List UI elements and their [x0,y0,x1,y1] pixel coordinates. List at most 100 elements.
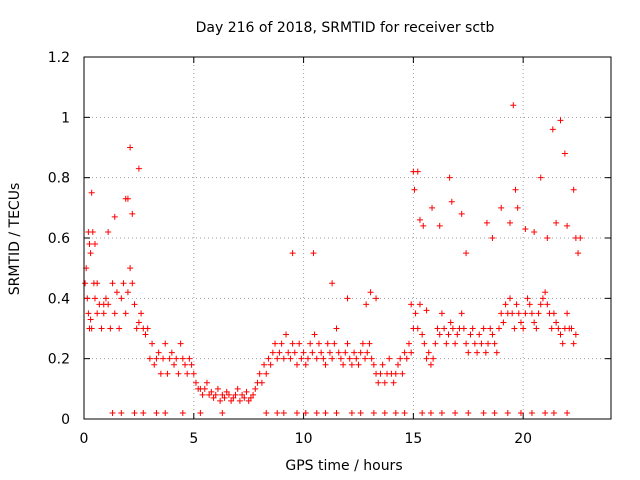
grid-lines [84,57,611,419]
data-point [401,349,408,356]
data-point [91,295,98,302]
data-point [118,295,125,302]
data-point [82,280,89,287]
data-point [411,186,418,193]
data-point [87,316,94,323]
data-point [162,340,169,347]
data-point [153,355,160,362]
data-point [533,325,540,332]
data-point [320,355,327,362]
data-point [522,310,529,317]
data-point [236,397,243,404]
data-point [100,301,107,308]
data-point [564,222,571,229]
data-point [445,331,452,338]
data-point [524,295,531,302]
data-point [423,355,430,362]
data-point [296,340,303,347]
data-point [127,144,134,151]
data-point [166,355,173,362]
data-point [513,301,520,308]
data-point [522,225,529,232]
data-point [392,370,399,377]
data-point [313,355,320,362]
data-point [109,409,116,416]
data-point [570,186,577,193]
data-point [401,409,408,416]
data-point [280,409,287,416]
data-point [520,325,527,332]
data-point [149,340,156,347]
data-point [322,361,329,368]
data-point [208,388,215,395]
data-point [289,340,296,347]
data-point [512,186,519,193]
data-point [570,340,577,347]
data-point [131,409,138,416]
data-point [367,289,374,296]
data-point [274,409,281,416]
data-point [184,370,191,377]
data-point [483,219,490,226]
data-point [537,174,544,181]
data-point [353,355,360,362]
data-point [423,307,430,314]
data-point [515,310,522,317]
data-point [528,409,535,416]
data-point [416,301,423,308]
data-point [446,174,453,181]
data-point [171,361,178,368]
data-point [542,409,549,416]
data-point [129,210,136,217]
data-point [550,310,557,317]
data-point [256,370,263,377]
data-point [329,355,336,362]
data-point [454,331,461,338]
data-point [544,301,551,308]
data-point [88,325,95,332]
data-point [84,295,91,302]
data-point [102,295,109,302]
x-tick-label: 5 [189,431,198,447]
data-point [124,195,131,202]
data-point [509,310,516,317]
data-point [146,355,153,362]
data-point [175,370,182,377]
data-point [241,394,248,401]
data-point [335,349,342,356]
data-point [489,331,496,338]
data-point [111,213,118,220]
data-point [559,340,566,347]
data-point [395,361,402,368]
data-point [135,165,142,172]
data-point [342,349,349,356]
y-tick-label: 0.4 [48,291,70,307]
data-point [447,319,454,326]
data-point [307,340,314,347]
data-point [252,385,259,392]
data-point [274,355,281,362]
data-point [416,216,423,223]
data-point [429,204,436,211]
data-point [381,409,388,416]
data-point [164,370,171,377]
data-point [480,409,487,416]
data-point [491,340,498,347]
data-point [467,331,474,338]
data-point [357,349,364,356]
data-point [564,310,571,317]
data-point [434,325,441,332]
data-point [364,349,371,356]
data-point [373,295,380,302]
data-point [144,325,151,332]
data-point [214,385,221,392]
data-point [550,409,557,416]
data-point [427,409,434,416]
data-point [221,394,228,401]
data-point [247,394,254,401]
data-point [263,370,270,377]
data-point [531,228,538,235]
data-point [88,189,95,196]
data-point [177,340,184,347]
